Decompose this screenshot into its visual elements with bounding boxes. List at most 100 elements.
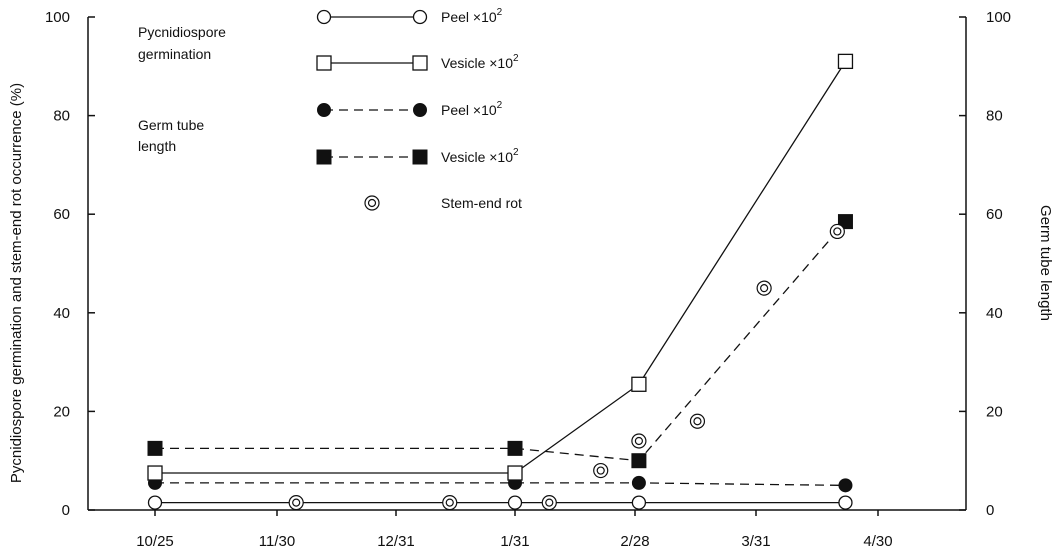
legend-group-germ-tube: Germ tube <box>138 117 204 133</box>
double-circle-marker <box>364 195 380 211</box>
x-tick-label: 12/31 <box>377 533 415 550</box>
y2-axis-title: Germ tube length <box>1037 205 1054 321</box>
legend-entry: Vesicle ×102 <box>316 147 519 165</box>
legend-group-germ-tube-length: length <box>138 138 176 154</box>
double-circle-inner <box>833 227 842 236</box>
filled-square-marker <box>837 214 853 230</box>
open-square-marker <box>147 465 163 481</box>
y-tick-label: 20 <box>53 403 70 420</box>
double-circle-marker <box>593 462 609 479</box>
double-circle-outer <box>689 413 706 429</box>
open-square-marker <box>412 55 428 71</box>
double-circle-inner <box>693 417 702 426</box>
double-circle-marker <box>756 280 772 296</box>
y2-tick-label: 0 <box>986 502 994 519</box>
double-circle-marker <box>829 223 845 240</box>
double-circle-inner <box>596 466 605 475</box>
x-tick-label: 10/25 <box>136 533 174 550</box>
series-line <box>155 482 846 487</box>
legend-label: Stem-end rot <box>441 195 522 211</box>
open-square-marker <box>631 376 647 392</box>
filled-circle-marker <box>631 475 646 490</box>
legend-superscript: 2 <box>513 147 519 158</box>
open-square-marker <box>316 55 332 71</box>
double-circle-inner <box>445 498 454 507</box>
series-tube-peel <box>148 475 853 493</box>
filled-square-marker <box>631 453 647 469</box>
legend-superscript: 2 <box>497 100 503 111</box>
double-circle-outer <box>631 433 647 449</box>
legend-entry: Vesicle ×102 <box>316 53 519 71</box>
legend-label: Vesicle ×102 <box>441 53 519 71</box>
double-circle-outer <box>288 495 304 511</box>
filled-square-marker <box>507 440 523 456</box>
legend-entry: Peel ×102 <box>317 100 503 118</box>
y-axis-title: Pycnidiospore germination and stem-end r… <box>8 83 25 483</box>
open-circle-marker <box>316 9 332 25</box>
tick-labels: 0 20 40 60 80 100 0 20 40 60 80 100 10/25 11/30 12/31 1… <box>45 9 1011 550</box>
x-tick-label: 1/31 <box>500 533 529 550</box>
double-circle-marker <box>288 495 304 511</box>
x-tick-label: 3/31 <box>741 533 770 550</box>
double-circle-outer <box>756 280 772 296</box>
y2-tick-label: 20 <box>986 403 1003 420</box>
series-stem-end-rot <box>288 223 845 511</box>
y-tick-label: 60 <box>53 206 70 223</box>
y2-tick-label: 40 <box>986 305 1003 322</box>
legend: Pycnidiospore germination Germ tube length P… <box>138 7 522 211</box>
x-tick-label: 2/28 <box>620 533 649 550</box>
legend-entry: Stem-end rot <box>364 195 522 211</box>
filled-circle-marker <box>413 103 427 117</box>
legend-label: Vesicle ×102 <box>441 147 519 165</box>
legend-group-pycnidiospore: Pycnidiospore germination <box>138 24 226 62</box>
legend-superscript: 2 <box>513 53 519 64</box>
double-circle-outer <box>829 223 845 240</box>
y2-tick-label: 100 <box>986 9 1011 26</box>
filled-square-marker <box>316 149 332 165</box>
legend-label: Peel ×102 <box>441 7 503 25</box>
open-circle-marker <box>838 495 853 510</box>
double-circle-inner <box>545 498 554 507</box>
double-circle-outer <box>593 462 609 479</box>
filled-square-marker <box>147 440 163 456</box>
double-circle-inner <box>367 198 377 208</box>
y2-tick-label: 80 <box>986 108 1003 125</box>
double-circle-outer <box>541 495 557 511</box>
x-tick-label: 11/30 <box>259 533 295 550</box>
open-circle-marker <box>631 495 647 510</box>
axes <box>87 16 967 516</box>
open-circle-marker <box>412 9 428 25</box>
legend-group-line: germination <box>138 46 211 62</box>
filled-circle-marker <box>317 103 331 117</box>
x-tick-label: 4/30 <box>863 533 892 550</box>
series-layer <box>147 53 854 511</box>
double-circle-marker <box>442 495 458 511</box>
legend-superscript: 2 <box>497 7 503 18</box>
y2-tick-label: 60 <box>986 206 1003 223</box>
filled-circle-marker <box>838 478 853 493</box>
series-germ-peel <box>147 495 853 510</box>
open-circle-marker <box>147 495 163 510</box>
y-tick-label: 0 <box>62 502 70 519</box>
double-circle-inner <box>760 284 769 293</box>
filled-square-marker <box>412 149 428 165</box>
open-square-marker <box>507 465 523 481</box>
double-circle-marker <box>541 495 557 511</box>
y-tick-label: 100 <box>45 9 70 26</box>
double-circle-inner <box>634 436 644 446</box>
double-circle-inner <box>292 498 301 507</box>
y-tick-label: 80 <box>53 108 70 125</box>
y-tick-label: 40 <box>53 305 70 322</box>
open-circle-marker <box>507 495 523 510</box>
open-square-marker <box>837 53 854 70</box>
series-tube-vesicle <box>147 214 853 469</box>
legend-entry: Peel ×102 <box>316 7 503 25</box>
series-line <box>155 61 847 474</box>
series-germ-vesicle <box>147 53 854 481</box>
double-circle-outer <box>442 495 458 511</box>
legend-group-line: Pycnidiospore <box>138 24 226 40</box>
legend-label: Peel ×102 <box>441 100 503 118</box>
double-circle-outer <box>364 195 380 211</box>
double-circle-marker <box>689 413 706 429</box>
